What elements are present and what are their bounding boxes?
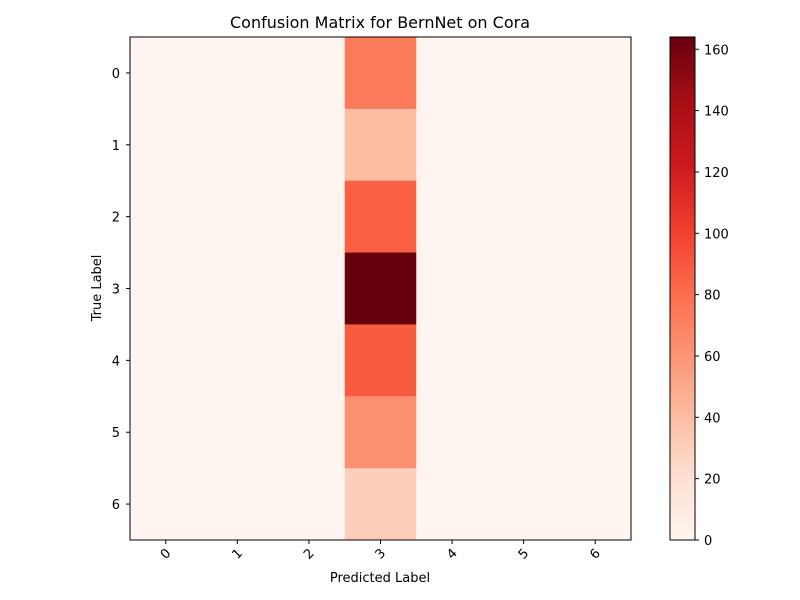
heatmap-cell <box>273 180 346 254</box>
x-tick-label: 2 <box>301 546 317 562</box>
heatmap-cell <box>559 324 632 397</box>
heatmap-cell <box>344 468 417 541</box>
y-axis-ticks: 0 1 2 3 4 5 6 <box>112 67 130 513</box>
y-tick-label: 2 <box>112 211 120 226</box>
colorbar-tick-label: 0 <box>704 534 712 549</box>
colorbar-tick-label: 140 <box>704 105 729 120</box>
heatmap-cell <box>559 37 632 110</box>
heatmap-cells <box>130 37 632 541</box>
colorbar-tick-label: 160 <box>704 43 729 58</box>
heatmap-cell <box>487 324 560 397</box>
heatmap-cell <box>273 324 346 397</box>
heatmap-cell <box>344 324 417 397</box>
heatmap-cell <box>273 252 346 325</box>
x-tick-label: 5 <box>516 546 532 562</box>
colorbar <box>669 36 696 541</box>
heatmap-cell <box>344 396 417 469</box>
heatmap-cell <box>201 252 274 325</box>
colorbar-ticks: 0 20 40 60 80 100 120 140 160 <box>695 43 729 549</box>
heatmap-cell <box>201 396 274 469</box>
x-tick-label: 4 <box>444 546 460 562</box>
heatmap-cell <box>201 468 274 541</box>
y-tick-label: 5 <box>112 426 120 441</box>
colorbar-tick-label: 120 <box>704 166 729 181</box>
heatmap-cell <box>130 468 203 541</box>
heatmap-cell <box>273 468 346 541</box>
heatmap-cell <box>487 252 560 325</box>
heatmap-cell <box>201 108 274 182</box>
heatmap-cell <box>416 324 489 397</box>
heatmap-cell <box>201 180 274 254</box>
colorbar-tick-label: 60 <box>704 350 721 365</box>
heatmap-cell <box>344 180 417 254</box>
y-tick-label: 3 <box>112 283 120 298</box>
colorbar-tick-label: 40 <box>704 411 721 426</box>
x-tick-label: 1 <box>229 546 245 562</box>
heatmap-cell <box>273 396 346 469</box>
heatmap-cell <box>130 37 203 110</box>
heatmap-cell <box>130 108 203 182</box>
y-tick-label: 6 <box>112 498 120 513</box>
x-axis-ticks: 0 1 2 3 4 5 6 <box>158 540 604 563</box>
heatmap-cell <box>344 37 417 110</box>
chart-title: Confusion Matrix for BernNet on Cora <box>230 13 530 32</box>
heatmap-cell <box>559 180 632 254</box>
heatmap-cell <box>559 252 632 325</box>
y-tick-label: 0 <box>112 67 120 82</box>
x-axis-title: Predicted Label <box>330 571 430 586</box>
colorbar-tick-label: 80 <box>704 289 721 304</box>
heatmap-cell <box>416 396 489 469</box>
x-tick-label: 6 <box>587 546 603 562</box>
colorbar-tick-label: 100 <box>704 227 729 242</box>
heatmap-cell <box>487 396 560 469</box>
heatmap-cell <box>487 468 560 541</box>
heatmap-cell <box>273 37 346 110</box>
heatmap-cell <box>130 396 203 469</box>
y-axis-title: True Label <box>90 255 105 323</box>
heatmap-cell <box>201 37 274 110</box>
y-tick-label: 4 <box>112 354 120 369</box>
heatmap-cell <box>416 37 489 110</box>
heatmap-cell <box>416 108 489 182</box>
heatmap-cell <box>273 108 346 182</box>
heatmap-cell <box>559 468 632 541</box>
heatmap-cell <box>559 108 632 182</box>
heatmap-cell <box>201 324 274 397</box>
heatmap-cell <box>416 180 489 254</box>
colorbar-tick-label: 20 <box>704 473 721 488</box>
heatmap-cell <box>416 468 489 541</box>
heatmap-cell <box>487 108 560 182</box>
heatmap-cell <box>344 108 417 182</box>
heatmap-cell <box>130 252 203 325</box>
heatmap-cell <box>559 396 632 469</box>
heatmap-cell <box>416 252 489 325</box>
heatmap-cell <box>487 180 560 254</box>
y-tick-label: 1 <box>112 139 120 154</box>
x-tick-label: 0 <box>158 546 174 562</box>
heatmap-cell <box>487 37 560 110</box>
heatmap-cell <box>130 324 203 397</box>
x-tick-label: 3 <box>373 546 389 562</box>
heatmap-cell <box>344 252 417 325</box>
heatmap-cell <box>130 180 203 254</box>
